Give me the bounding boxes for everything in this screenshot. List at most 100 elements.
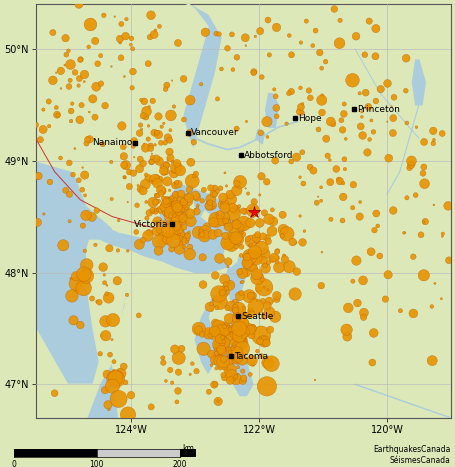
Point xyxy=(273,292,280,299)
Point xyxy=(238,356,246,364)
Point xyxy=(177,200,184,208)
Point xyxy=(288,158,295,165)
Point xyxy=(193,368,200,375)
Point xyxy=(318,109,326,116)
Point xyxy=(144,232,152,240)
Point xyxy=(147,33,154,41)
Point xyxy=(236,332,243,340)
Point xyxy=(177,167,184,174)
Point xyxy=(238,339,245,346)
Point xyxy=(438,295,445,303)
Point xyxy=(216,335,223,343)
Point xyxy=(160,120,167,127)
Point xyxy=(194,191,202,199)
Point xyxy=(45,98,52,105)
Point xyxy=(162,377,170,385)
Point xyxy=(162,168,169,175)
Point xyxy=(233,375,240,383)
Point xyxy=(339,179,347,187)
Point xyxy=(364,149,371,156)
Point xyxy=(79,164,86,171)
Point xyxy=(112,375,119,382)
Point xyxy=(278,232,286,240)
Point xyxy=(152,191,159,198)
Point xyxy=(430,136,438,143)
Point xyxy=(118,122,126,130)
Point xyxy=(244,190,252,197)
Point xyxy=(212,381,219,388)
Point xyxy=(318,97,325,104)
Polygon shape xyxy=(195,295,214,373)
Text: EarthquakesCanada
SéismesCanada: EarthquakesCanada SéismesCanada xyxy=(373,445,450,465)
Point xyxy=(251,248,258,256)
Point xyxy=(160,359,167,367)
Point xyxy=(208,306,215,313)
Point xyxy=(165,197,172,205)
Point xyxy=(165,223,172,230)
Point xyxy=(339,217,346,224)
Point xyxy=(263,302,271,310)
Point xyxy=(246,253,253,260)
Point xyxy=(248,357,256,364)
Point xyxy=(60,241,67,249)
Point xyxy=(213,365,220,372)
Point xyxy=(372,25,379,32)
Point xyxy=(243,253,251,261)
Point xyxy=(173,160,181,167)
Point xyxy=(275,264,283,271)
Point xyxy=(173,398,181,406)
Point xyxy=(368,248,375,255)
Point xyxy=(137,121,144,129)
Point xyxy=(288,88,295,95)
Point xyxy=(273,24,280,31)
Point xyxy=(40,126,47,133)
Point xyxy=(252,303,259,311)
Point xyxy=(329,120,337,128)
Text: Victoria: Victoria xyxy=(134,220,168,229)
Point xyxy=(219,194,227,201)
Point xyxy=(356,90,364,97)
Point xyxy=(151,31,158,38)
Point xyxy=(221,218,228,225)
Point xyxy=(362,89,369,96)
Point xyxy=(243,118,250,125)
Point xyxy=(76,116,83,124)
Point xyxy=(247,326,254,334)
Point xyxy=(211,191,218,198)
Point xyxy=(100,263,107,271)
Point xyxy=(210,190,217,198)
Point xyxy=(358,108,365,115)
Point xyxy=(167,112,175,119)
Point xyxy=(153,155,160,162)
Point xyxy=(236,292,243,300)
Point xyxy=(243,327,250,334)
Point xyxy=(71,292,78,300)
Point xyxy=(109,316,116,324)
Point xyxy=(91,37,99,45)
Point xyxy=(177,218,184,225)
Point xyxy=(356,213,364,220)
Point xyxy=(263,178,270,185)
Point xyxy=(153,129,161,136)
Point xyxy=(228,372,235,379)
Point xyxy=(184,193,192,201)
Point xyxy=(225,223,232,230)
Point xyxy=(403,119,410,127)
Point xyxy=(189,360,196,368)
Point xyxy=(200,186,207,194)
Point xyxy=(268,227,276,235)
Point xyxy=(254,274,261,282)
Point xyxy=(122,32,129,40)
Point xyxy=(157,175,164,183)
Point xyxy=(272,157,279,164)
Point xyxy=(111,358,118,365)
Point xyxy=(91,113,99,121)
Point xyxy=(221,374,228,382)
Point xyxy=(171,167,178,174)
Point xyxy=(263,234,271,241)
Point xyxy=(164,237,172,244)
Point xyxy=(168,214,176,222)
Polygon shape xyxy=(266,93,278,127)
Point xyxy=(140,112,147,120)
Point xyxy=(75,177,82,184)
